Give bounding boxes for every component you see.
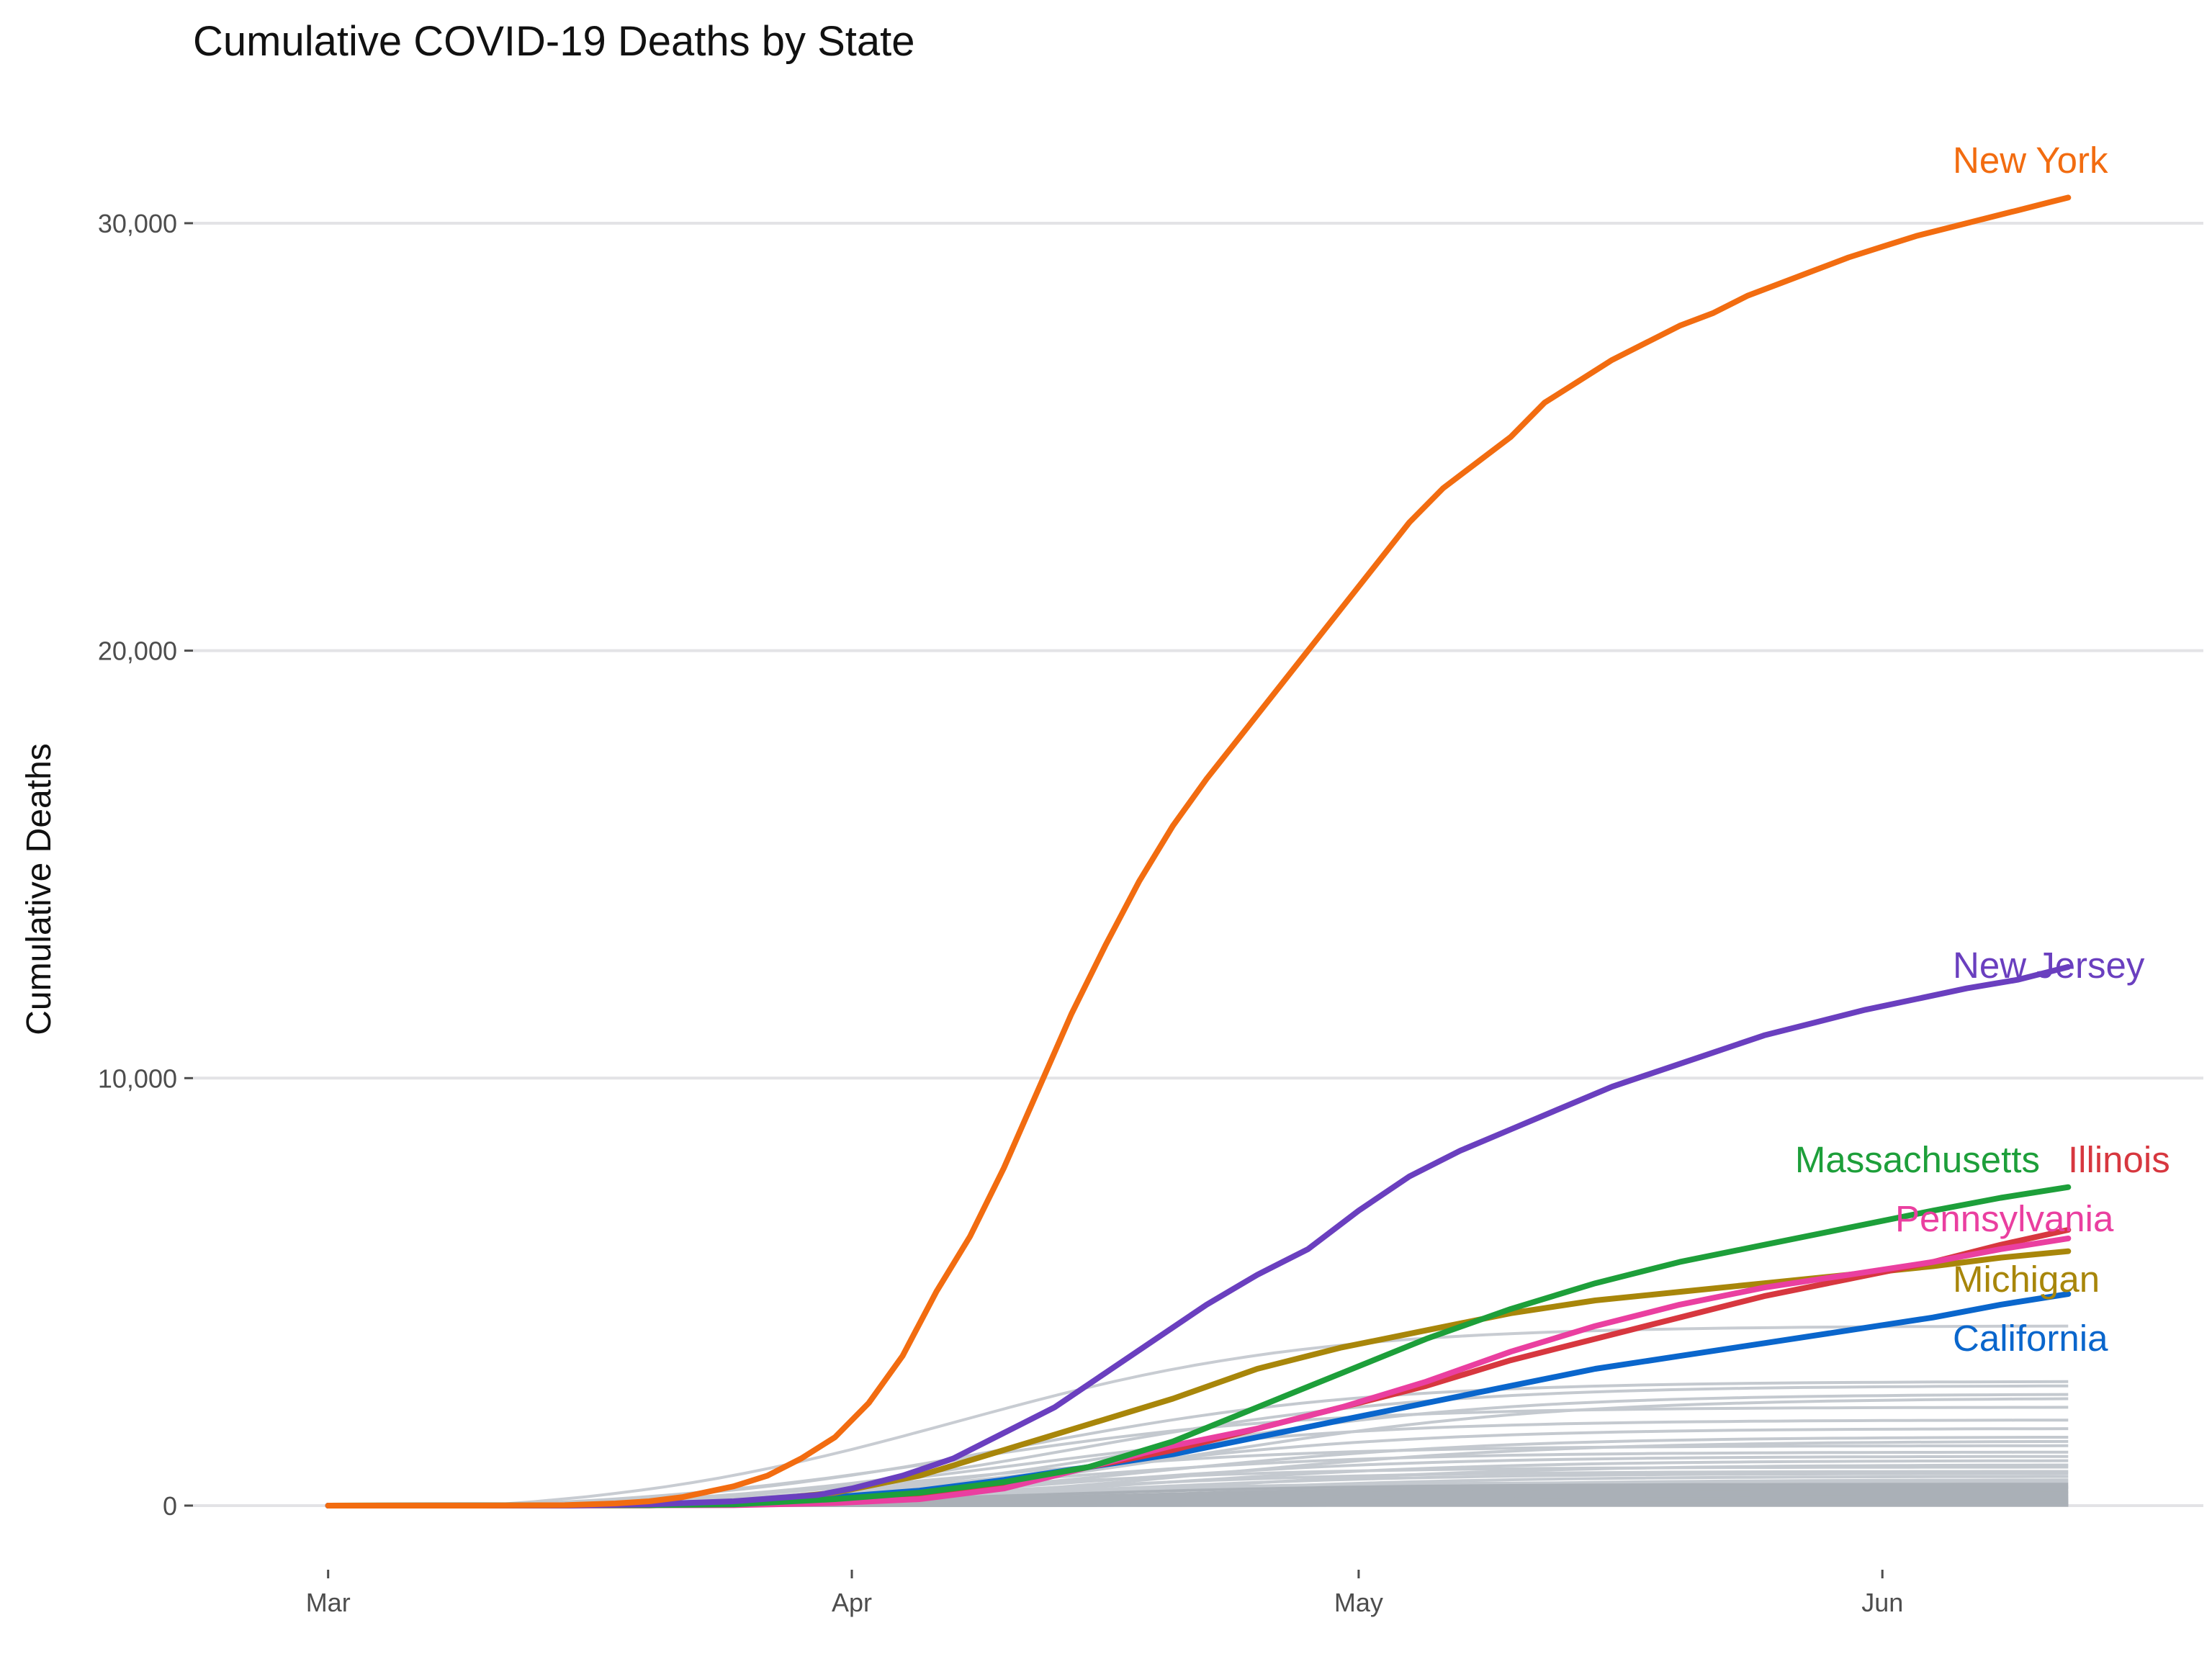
series-label-pennsylvania: Pennsylvania bbox=[1895, 1198, 2114, 1239]
other-state-line bbox=[480, 1324, 2069, 1507]
series-label-new-york: New York bbox=[1953, 140, 2108, 181]
series-label-illinois: Illinois bbox=[2068, 1139, 2170, 1180]
y-axis-label: Cumulative Deaths bbox=[20, 743, 58, 1035]
highlighted-state-lines bbox=[325, 194, 2072, 1509]
x-tick-label: May bbox=[1334, 1588, 1383, 1617]
x-tick-labels: Mar Apr May Jun bbox=[306, 1588, 1904, 1617]
series-label-new-jersey: New Jersey bbox=[1953, 945, 2145, 986]
series-line-massachusetts bbox=[325, 1184, 2072, 1509]
y-tick-labels: 0 10,000 20,000 30,000 bbox=[98, 209, 177, 1521]
other-state-line bbox=[480, 1444, 2069, 1507]
y-tick-label: 20,000 bbox=[98, 637, 177, 666]
series-label-california: California bbox=[1953, 1318, 2108, 1359]
x-tick-label: Mar bbox=[306, 1588, 351, 1617]
series-line-pennsylvania bbox=[325, 1235, 2072, 1509]
y-tick-label: 10,000 bbox=[98, 1064, 177, 1093]
series-label-massachusetts: Massachusetts bbox=[1795, 1139, 2040, 1180]
y-tick-label: 0 bbox=[163, 1491, 177, 1521]
series-label-michigan: Michigan bbox=[1953, 1259, 2100, 1300]
x-tick-label: Jun bbox=[1861, 1588, 1903, 1617]
series-line-new-york bbox=[325, 194, 2072, 1509]
x-tick-label: Apr bbox=[832, 1588, 872, 1617]
y-tick-label: 30,000 bbox=[98, 209, 177, 238]
series-line-new-jersey bbox=[325, 963, 2072, 1509]
chart-title: Cumulative COVID-19 Deaths by State bbox=[193, 18, 915, 65]
state-end-labels: New York New Jersey Massachusetts Illinois P… bbox=[1795, 140, 2170, 1359]
